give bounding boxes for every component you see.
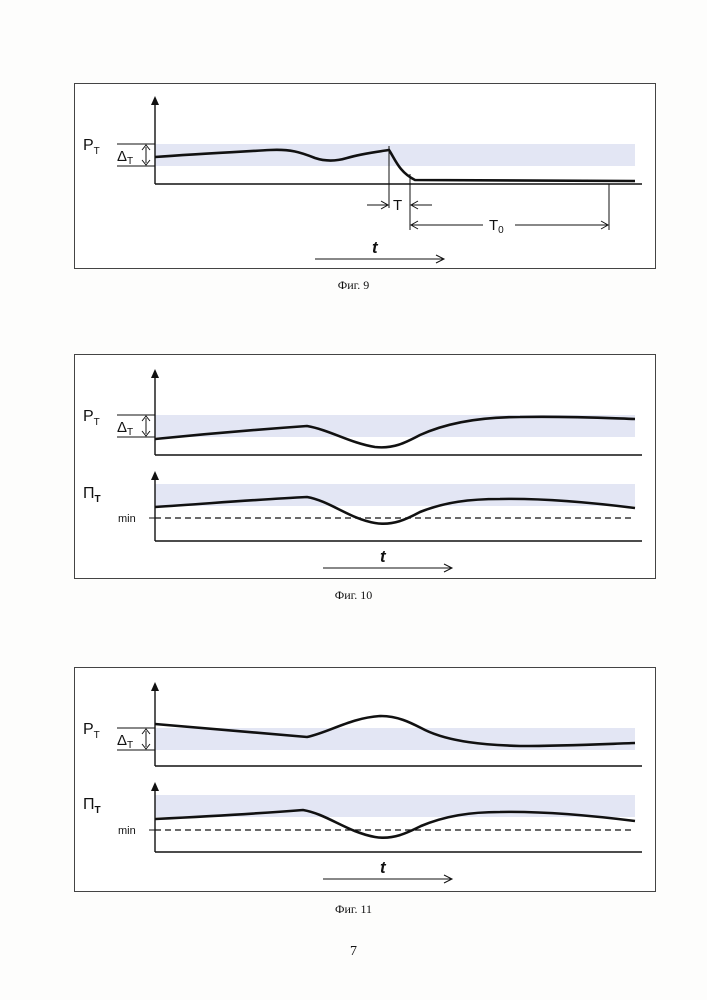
figure-10-diagram: PT ΔT ПT min t: [83, 369, 642, 573]
upper-y-axis-label: PT: [83, 721, 100, 741]
lower-signal-curve: [154, 495, 636, 525]
T-label: T: [393, 197, 402, 214]
min-label: min: [118, 825, 136, 837]
y-axis-label: PT: [83, 137, 100, 157]
tolerance-band: [155, 144, 635, 166]
figure-11: PT ΔT ПT min t: [74, 667, 656, 892]
time-label: t: [372, 238, 379, 257]
upper-tolerance-band: [155, 415, 635, 437]
delta-label: ΔT: [117, 732, 133, 751]
delta-arrow-top-icon: [141, 144, 151, 151]
delta-arrow-top-icon: [141, 415, 151, 422]
T-arrow-right-head-icon: [409, 200, 419, 210]
upper-y-axis-arrow-icon: [151, 682, 159, 691]
upper-signal-curve: [154, 415, 636, 449]
T0-arrow-left-icon: [409, 220, 419, 230]
T-arrow-left-head-icon: [380, 200, 390, 210]
upper-y-axis-arrow-icon: [151, 369, 159, 378]
time-label: t: [380, 858, 387, 877]
lower-y-axis-arrow-icon: [151, 471, 159, 480]
figure-11-caption: Фиг. 11: [334, 902, 373, 916]
delta-arrow-top-icon: [141, 728, 151, 735]
lower-tolerance-band: [155, 484, 635, 506]
signal-curve: [154, 148, 636, 183]
delta-arrow-bottom-icon: [141, 743, 151, 750]
figure-9-caption: Фиг. 9: [337, 278, 370, 292]
time-arrow-head-icon: [443, 563, 454, 573]
T0-label: T0: [489, 217, 504, 236]
time-arrow-head-icon: [443, 874, 454, 884]
delta-label: ΔT: [117, 419, 133, 438]
min-label: min: [118, 513, 136, 525]
page-number: 7: [350, 944, 357, 959]
figure-10: PT ΔT ПT min t: [74, 354, 656, 579]
time-label: t: [380, 547, 387, 566]
lower-y-axis-label: ПT: [83, 485, 101, 505]
delta-arrow-bottom-icon: [141, 430, 151, 437]
upper-signal-curve: [154, 714, 636, 748]
T0-arrow-right-icon: [600, 220, 610, 230]
lower-signal-curve: [154, 808, 636, 839]
lower-y-axis-arrow-icon: [151, 782, 159, 791]
time-arrow-head-icon: [435, 254, 446, 264]
delta-label: ΔT: [117, 148, 133, 167]
delta-arrow-bottom-icon: [141, 159, 151, 166]
figure-11-diagram: PT ΔT ПT min t: [83, 682, 642, 884]
figure-10-caption: Фиг. 10: [334, 588, 373, 602]
figure-9: PT ΔT T T0 t: [74, 83, 656, 269]
lower-y-axis-label: ПT: [83, 796, 101, 816]
y-axis-arrow-icon: [151, 96, 159, 105]
figure-9-diagram: PT ΔT T T0 t: [83, 96, 642, 264]
upper-y-axis-label: PT: [83, 408, 100, 428]
